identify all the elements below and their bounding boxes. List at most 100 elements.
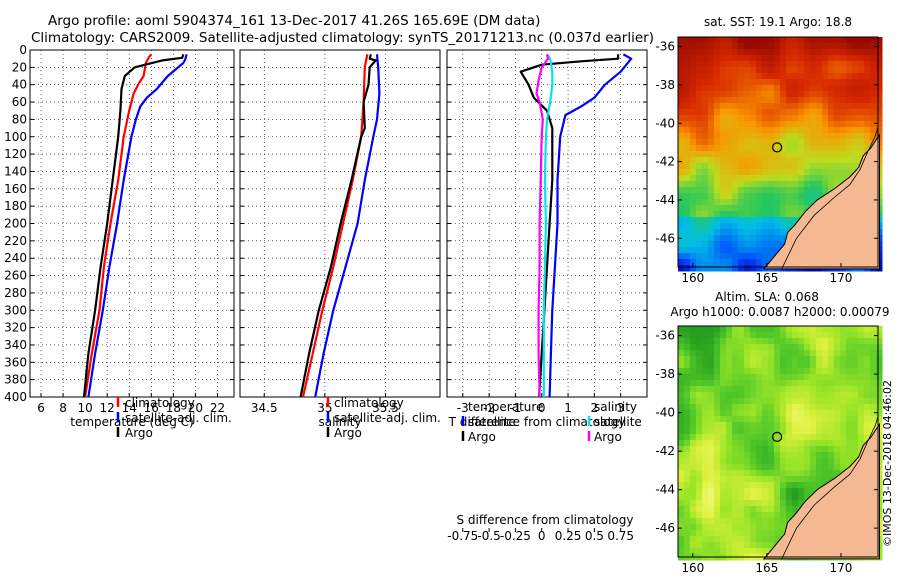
sla_map-cell	[750, 392, 757, 399]
sst_map-cell	[762, 145, 769, 152]
sla_map-cell	[726, 500, 733, 507]
sst_map-cell	[696, 67, 703, 74]
sla_map-cell	[786, 368, 793, 375]
sst_map-cell	[714, 199, 721, 206]
sla_map-cell	[678, 530, 685, 537]
sla_map-cell	[852, 386, 859, 393]
sst_map-cell	[690, 91, 697, 98]
sst_map-cell	[804, 139, 811, 146]
sst_map-cell	[720, 145, 727, 152]
sla_map-cell	[696, 344, 703, 351]
sla_map-cell	[732, 332, 739, 339]
sst_map-cell	[696, 259, 703, 266]
sst_map-cell	[804, 73, 811, 80]
sst_map-cell	[678, 133, 685, 140]
sla_map-cell	[768, 386, 775, 393]
sla_map-cell	[870, 326, 877, 333]
sla_map-cell	[732, 506, 739, 513]
sst_map-cell	[738, 235, 745, 242]
difference-s-tick-label: -0.5	[477, 529, 500, 543]
sst_map-cell	[828, 49, 835, 56]
sla_map-cell	[708, 428, 715, 435]
sst_map-cell	[720, 127, 727, 134]
sla_map-cell	[714, 524, 721, 531]
sst_map-cell	[750, 181, 757, 188]
sst_map-cell	[852, 133, 859, 140]
sst_map-cell	[756, 181, 763, 188]
sla_map-cell	[732, 428, 739, 435]
sla_map-cell	[744, 536, 751, 543]
sla_map-cell	[678, 362, 685, 369]
sst_map-cell	[726, 247, 733, 254]
sla_map-cell	[750, 416, 757, 423]
sla_map-cell	[870, 374, 877, 381]
sla_map-cell	[762, 422, 769, 429]
sst_map-cell	[810, 169, 817, 176]
sla_map-cell	[780, 482, 787, 489]
sst_map-cell	[774, 97, 781, 104]
sst_map-cell	[870, 133, 877, 140]
sst_map-cell	[732, 139, 739, 146]
sla_map-cell	[762, 506, 769, 513]
sst_map-cell	[774, 223, 781, 230]
sla_map-cell	[720, 452, 727, 459]
sst_map-cell	[726, 73, 733, 80]
sst_map-cell	[798, 115, 805, 122]
temperature-xtick-label: 8	[59, 401, 67, 415]
temperature-xtick-label: 10	[77, 401, 92, 415]
sla_map-cell	[858, 356, 865, 363]
sla_map-cell	[798, 386, 805, 393]
sla_map-cell	[852, 422, 859, 429]
sst_map-cell	[750, 163, 757, 170]
sla_map-cell	[834, 422, 841, 429]
sst_map-cell	[792, 67, 799, 74]
sla_map-cell	[756, 536, 763, 543]
sla_map-cell	[714, 368, 721, 375]
sst_map-cell	[720, 85, 727, 92]
sst_map-cell	[714, 115, 721, 122]
sla_map-cell	[726, 476, 733, 483]
sla_map-cell	[810, 356, 817, 363]
sla_map-cell	[708, 332, 715, 339]
sst_map-cell	[810, 73, 817, 80]
sst_map-cell	[726, 253, 733, 260]
sla_map-cell	[684, 362, 691, 369]
sst_map-cell	[870, 55, 877, 62]
sst_map-cell	[732, 55, 739, 62]
sla_map-cell	[738, 470, 745, 477]
sst_map-cell	[732, 205, 739, 212]
sla_map-cell	[684, 446, 691, 453]
sla_map-cell	[768, 536, 775, 543]
sst_map-cell	[774, 187, 781, 194]
sla_map-cell	[720, 446, 727, 453]
sst_map-cell	[828, 91, 835, 98]
sst_map-cell	[750, 37, 757, 44]
sst_map-cell	[678, 205, 685, 212]
sla_map-cell	[798, 368, 805, 375]
sla_map-cell	[768, 494, 775, 501]
sla_map-cell	[744, 374, 751, 381]
sst_map-cell	[756, 55, 763, 62]
sst_map-cell	[846, 109, 853, 116]
sst_map-cell	[732, 109, 739, 116]
sla_map-cell	[834, 344, 841, 351]
sla_map-cell	[708, 380, 715, 387]
sst_map-cell	[822, 157, 829, 164]
sla_map-cell	[708, 542, 715, 549]
sla_map-cell	[846, 356, 853, 363]
sst_map-cell	[834, 175, 841, 182]
sla_map-cell	[780, 494, 787, 501]
sla_map-cell	[798, 500, 805, 507]
sla_map-cell	[792, 446, 799, 453]
sla_map-cell	[678, 470, 685, 477]
salinity-xtick-label: 34.5	[251, 401, 278, 415]
sst_map-cell	[678, 37, 685, 44]
sst_map-cell	[696, 121, 703, 128]
sst_map-cell	[840, 151, 847, 158]
sla_map-cell	[732, 416, 739, 423]
salinity-series-satellite-adj-clim-	[314, 54, 381, 398]
sst_map-cell	[690, 187, 697, 194]
sst_map-cell	[768, 85, 775, 92]
sst_map-cell	[804, 43, 811, 50]
